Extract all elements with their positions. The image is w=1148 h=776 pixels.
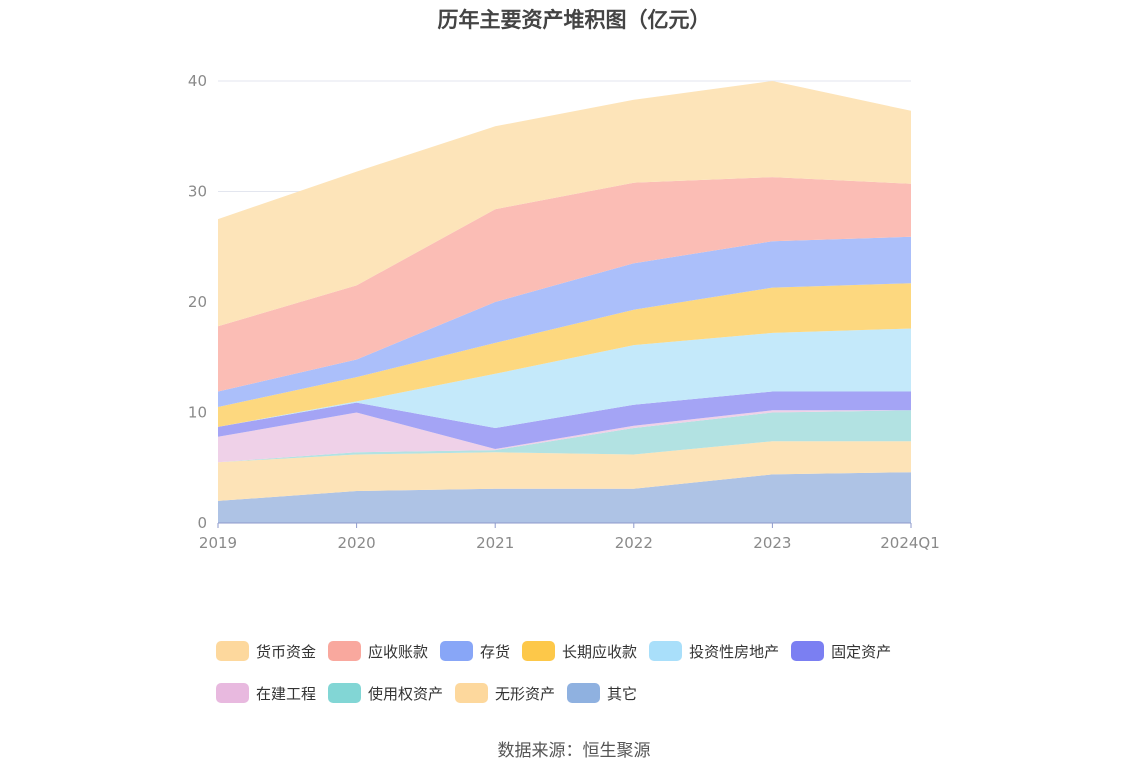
legend-swatch xyxy=(522,641,556,661)
y-tick-label: 10 xyxy=(188,404,207,422)
legend-item[interactable]: 固定资产 xyxy=(791,640,891,662)
legend-label: 使用权资产 xyxy=(368,684,444,703)
legend-swatch xyxy=(440,641,474,661)
legend-items: 货币资金 应收账款 存货 长期应收款 投资性房地产 固定资产在建工程 使用权资产 无形资产 其它 xyxy=(216,640,976,704)
legend-label: 无形资产 xyxy=(495,684,556,703)
legend-item[interactable]: 无形资产 xyxy=(455,682,555,704)
legend-label: 固定资产 xyxy=(831,642,892,661)
legend-label: 长期应收款 xyxy=(562,642,638,661)
data-source-note: 数据来源：恒生聚源 xyxy=(497,741,651,761)
y-tick-label: 40 xyxy=(188,72,207,90)
legend-swatch xyxy=(216,683,249,703)
stacked-areas xyxy=(218,81,911,523)
legend-item[interactable]: 应收账款 xyxy=(328,640,428,662)
legend-swatch xyxy=(216,641,249,661)
legend-item[interactable]: 长期应收款 xyxy=(522,640,637,662)
legend-swatch xyxy=(649,641,683,661)
area-series-3 xyxy=(218,410,911,463)
x-tick-label: 2019 xyxy=(199,534,237,552)
x-tick-label: 2022 xyxy=(615,534,653,552)
legend-item[interactable]: 投资性房地产 xyxy=(649,640,779,662)
legend-swatch xyxy=(328,641,362,661)
x-tick-label: 2023 xyxy=(753,534,791,552)
legend-item[interactable]: 存货 xyxy=(440,640,510,662)
legend-label: 投资性房地产 xyxy=(689,642,780,661)
y-tick-label: 20 xyxy=(188,293,207,311)
legend-swatch xyxy=(455,683,489,703)
legend-label: 应收账款 xyxy=(368,642,429,661)
x-tick-label: 2021 xyxy=(476,534,514,552)
chart-title: 历年主要资产堆积图（亿元） xyxy=(437,8,711,32)
area-series-5 xyxy=(218,328,911,428)
x-tick-label: 2020 xyxy=(338,534,376,552)
area-series-0 xyxy=(218,472,911,523)
legend-item[interactable]: 货币资金 xyxy=(216,640,316,662)
legend-swatch xyxy=(328,683,362,703)
axes: 0 10 20 30 40 2019 2020 2021 2022 2023 2024Q1 xyxy=(188,72,940,552)
x-tick-label: 2024Q1 xyxy=(880,534,940,552)
y-tick-label: 0 xyxy=(197,514,207,532)
legend-swatch xyxy=(567,683,601,703)
legend-label: 存货 xyxy=(480,642,511,661)
area-series-6 xyxy=(218,283,911,427)
legend-item[interactable]: 使用权资产 xyxy=(328,682,443,704)
area-series-8 xyxy=(218,177,911,392)
legend-label: 其它 xyxy=(607,684,638,703)
area-series-4 xyxy=(218,391,911,449)
area-series-2 xyxy=(218,410,911,463)
legend-swatch xyxy=(791,641,825,661)
legend-label: 货币资金 xyxy=(256,642,317,661)
area-series-7 xyxy=(218,236,911,407)
legend: 货币资金 应收账款 存货 长期应收款 投资性房地产 固定资产在建工程 使用权资产 无形资产 其它 xyxy=(216,640,976,704)
legend-label: 在建工程 xyxy=(256,684,317,703)
y-tick-label: 30 xyxy=(188,183,207,201)
legend-item[interactable]: 其它 xyxy=(567,682,637,704)
area-series-9 xyxy=(218,81,911,327)
legend-item[interactable]: 在建工程 xyxy=(216,682,316,704)
area-series-1 xyxy=(218,441,911,501)
